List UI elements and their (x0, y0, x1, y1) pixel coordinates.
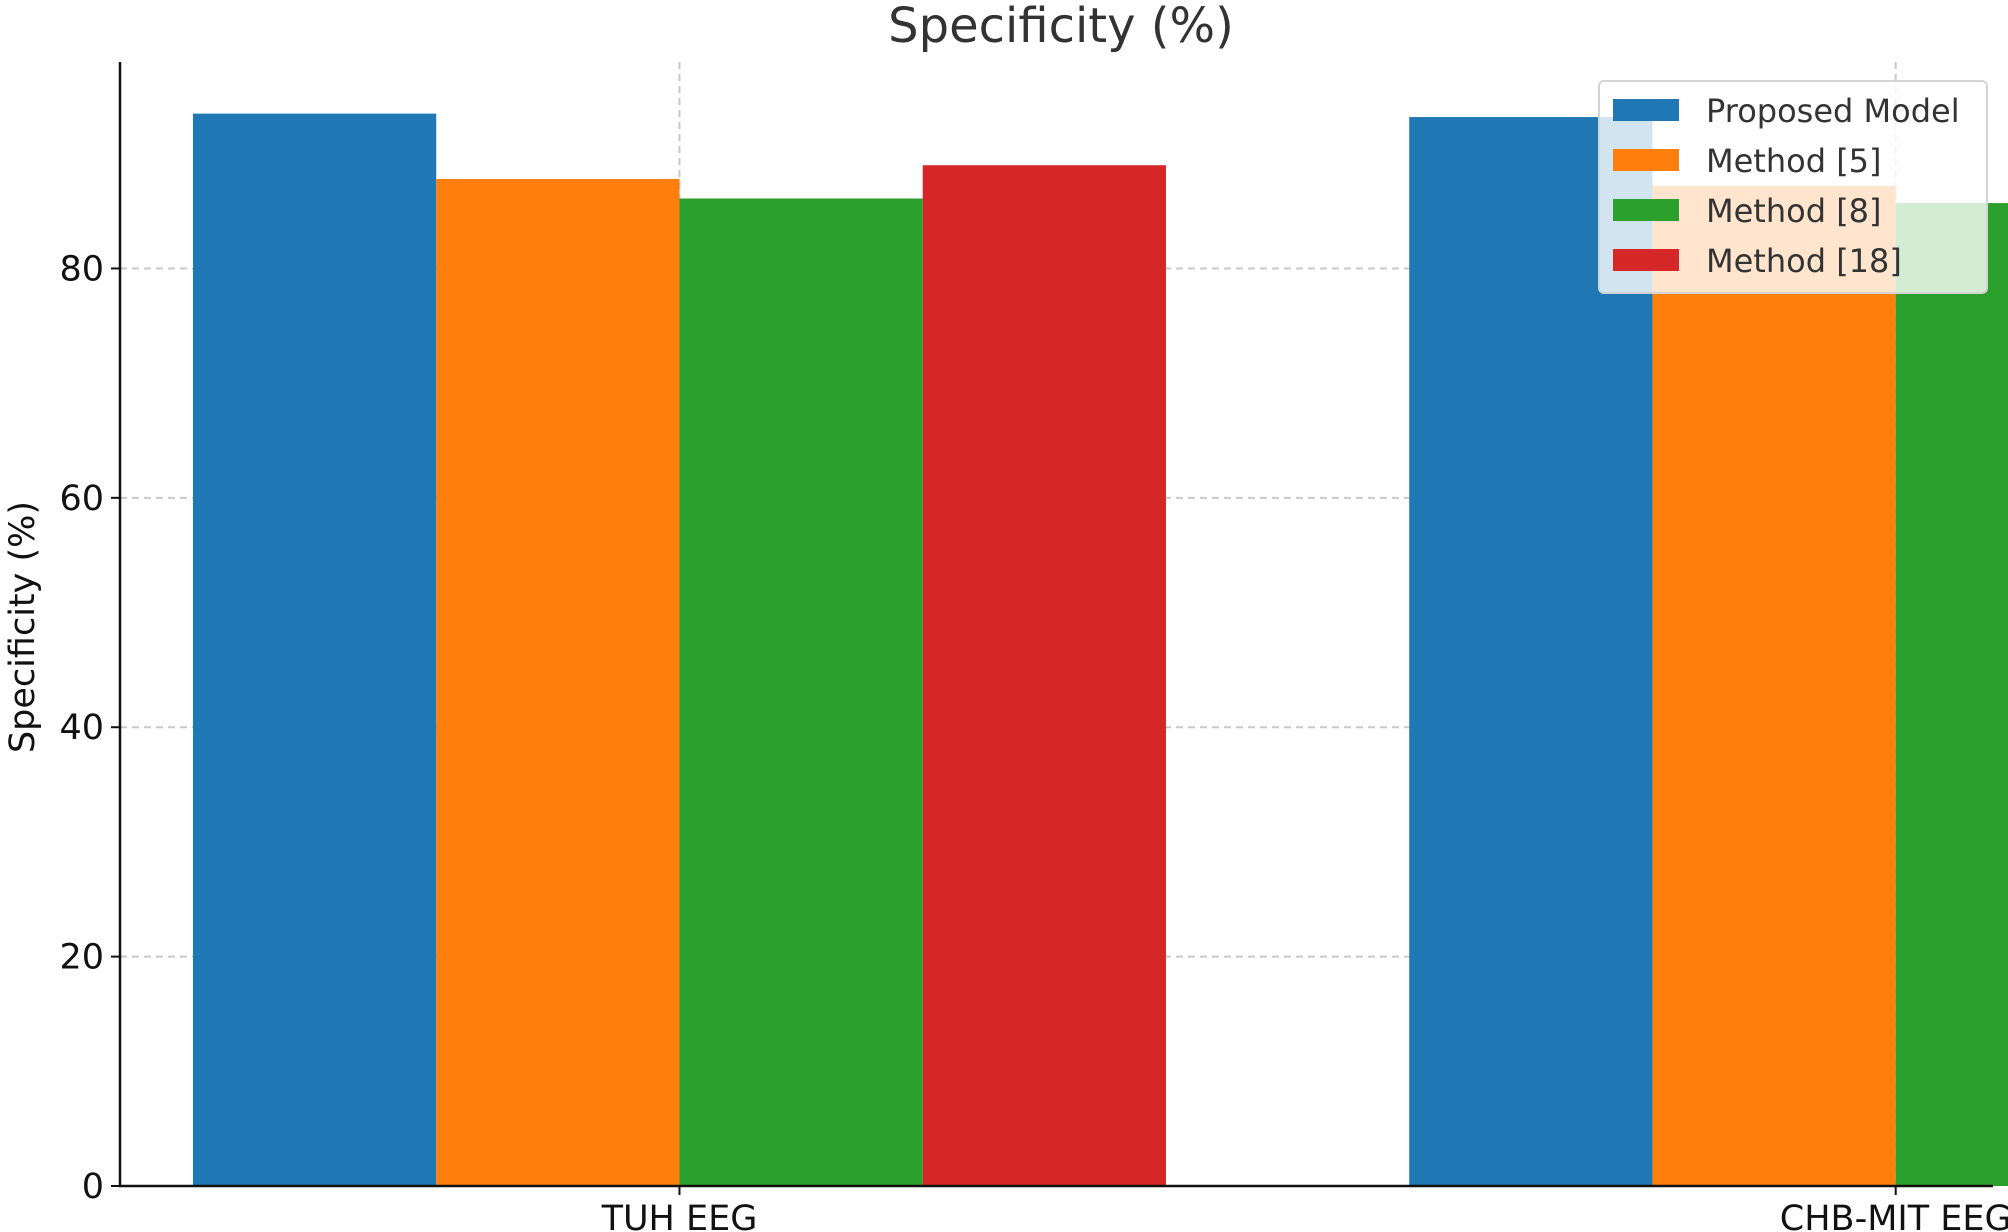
bar-proposed-model-tuh-eeg (192, 113, 437, 1186)
bar-method-5-tuh-eeg (436, 178, 680, 1186)
bar-method-5-chb-mit-eeg (1652, 185, 1896, 1186)
x-tick-label-tuh-eeg: TUH EEG (601, 1199, 758, 1232)
legend-label-3: Method [18] (1706, 242, 1902, 280)
legend-swatch-1 (1613, 149, 1679, 171)
y-tick-label-40: 40 (59, 708, 104, 748)
bars (192, 113, 2008, 1186)
legend-label-1: Method [5] (1706, 142, 1882, 180)
y-tick-label-20: 20 (59, 938, 104, 978)
legend-box (1598, 80, 1988, 294)
legend: Proposed Model Method [5] Method [8] Method… (1598, 80, 1988, 294)
tick-labels: 0 20 40 60 80 TUH EEG CHB-MIT EEG (59, 249, 2008, 1232)
legend-label-0: Proposed Model (1706, 92, 1960, 130)
axes (118, 62, 1993, 1188)
bar-method-8-tuh-eeg (679, 198, 923, 1186)
chart-title: Specificity (%) (888, 0, 1234, 54)
y-tick-label-80: 80 (59, 249, 104, 289)
legend-swatch-0 (1613, 99, 1679, 121)
x-tick-label-chb-mit-eeg: CHB-MIT EEG (1780, 1199, 2008, 1232)
legend-swatch-3 (1613, 249, 1679, 271)
y-tick-label-0: 0 (82, 1167, 104, 1207)
legend-swatch-2 (1613, 199, 1679, 221)
y-axis-label: Specificity (%) (3, 501, 43, 753)
legend-label-2: Method [8] (1706, 192, 1882, 230)
bar-method-18-tuh-eeg (922, 165, 1166, 1186)
y-tick-label-60: 60 (59, 479, 104, 519)
bar-proposed-model-chb-mit-eeg (1409, 117, 1653, 1186)
bar-method-8-chb-mit-eeg (1895, 203, 2008, 1186)
